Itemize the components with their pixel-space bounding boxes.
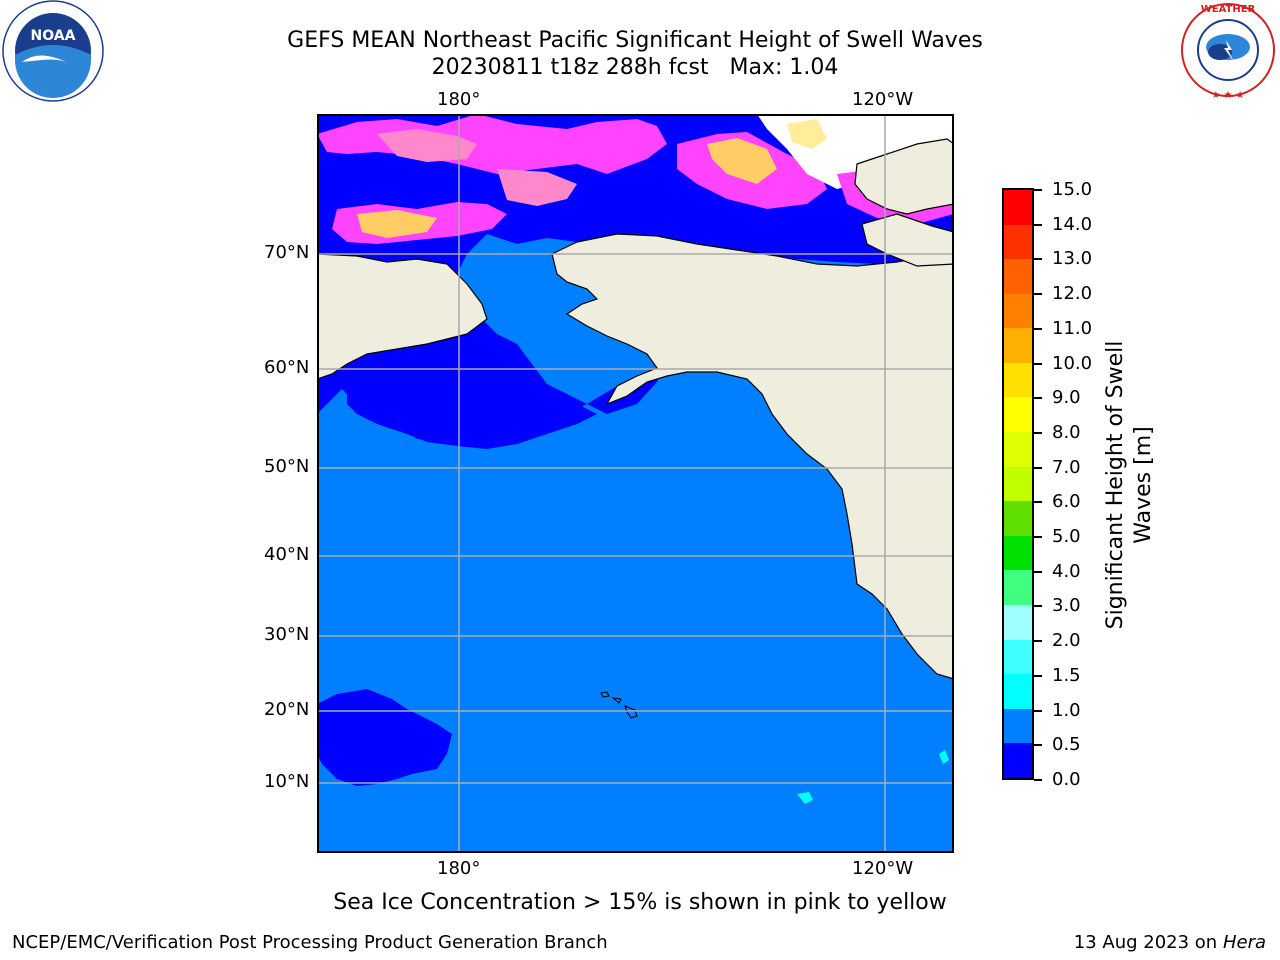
colorbar-tick-label: 13.0 xyxy=(1052,248,1093,270)
top-lon-label-180: 180° xyxy=(437,89,481,110)
bottom-lon-label-120w: 120°W xyxy=(852,858,914,879)
colorbar-segment xyxy=(1004,535,1032,571)
colorbar-segment xyxy=(1004,328,1032,363)
sea-ice-yellow xyxy=(787,119,827,149)
colorbar-segment xyxy=(1004,674,1032,709)
svg-text:★ ★ ★: ★ ★ ★ xyxy=(1211,90,1244,101)
bottom-lon-label-180: 180° xyxy=(437,858,481,879)
footer-host: Hera xyxy=(1222,932,1266,953)
colorbar-tick-mark xyxy=(1034,536,1042,539)
colorbar-tick-mark xyxy=(1034,397,1042,400)
colorbar-tick-label: 4.0 xyxy=(1052,560,1081,582)
map-subtitle: 20230811 t18z 288h fcst Max: 1.04 xyxy=(431,55,839,80)
colorbar-tick-mark xyxy=(1034,293,1042,296)
lat-label-70n: 70°N xyxy=(264,242,310,263)
colorbar-tick-mark xyxy=(1034,223,1042,226)
colorbar-tick-mark xyxy=(1034,570,1042,573)
colorbar-tick-mark xyxy=(1034,709,1042,712)
colorbar-tick-label: 5.0 xyxy=(1052,526,1081,548)
bering-sea-swell xyxy=(347,324,597,449)
colorbar-tick-label: 7.0 xyxy=(1052,456,1081,478)
colorbar-tick-mark xyxy=(1034,258,1042,261)
colorbar-tick-label: 1.5 xyxy=(1052,664,1081,686)
map-svg xyxy=(319,116,952,851)
colorbar-tick-mark xyxy=(1034,674,1042,677)
noaa-logo-text: NOAA xyxy=(31,28,76,44)
colorbar-segment xyxy=(1004,570,1032,606)
colorbar-tick-label: 1.0 xyxy=(1052,699,1081,721)
colorbar-tick-mark xyxy=(1034,640,1042,643)
lat-label-40n: 40°N xyxy=(264,544,310,565)
colorbar-tick-label: 15.0 xyxy=(1052,179,1093,200)
colorbar-tick-label: 3.0 xyxy=(1052,595,1081,617)
colorbar-tick-mark xyxy=(1034,362,1042,365)
footer-credit: NCEP/EMC/Verification Post Processing Pr… xyxy=(12,932,608,953)
footer-date-text: 13 Aug 2023 on xyxy=(1073,932,1218,953)
arctic-islands-land xyxy=(854,138,952,215)
colorbar-segment xyxy=(1004,190,1032,225)
colorbar-segment xyxy=(1004,639,1032,675)
colorbar-segment xyxy=(1004,432,1032,467)
cyan-patch-2 xyxy=(939,750,949,764)
colorbar-tick-mark xyxy=(1034,744,1042,747)
colorbar-title-line2: Waves [m] xyxy=(1131,426,1156,544)
colorbar-tick-label: 6.0 xyxy=(1052,491,1081,513)
lat-label-60n: 60°N xyxy=(264,357,310,378)
lat-label-30n: 30°N xyxy=(264,624,310,645)
colorbar-strips xyxy=(1004,190,1032,778)
colorbar-segment xyxy=(1004,397,1032,433)
colorbar xyxy=(1002,188,1034,780)
top-lon-label-120w: 120°W xyxy=(852,89,914,110)
colorbar-segment xyxy=(1004,293,1032,329)
colorbar-tick-mark xyxy=(1034,501,1042,504)
colorbar-tick-label: 0.5 xyxy=(1052,734,1081,756)
colorbar-tick-mark xyxy=(1034,189,1042,191)
west-pacific-swell-patch xyxy=(319,689,452,786)
colorbar-tick-label: 0.0 xyxy=(1052,769,1081,790)
colorbar-title: Significant Height of Swell Waves [m] xyxy=(1102,341,1158,630)
graticule xyxy=(319,116,952,851)
lat-label-50n: 50°N xyxy=(264,456,310,477)
colorbar-segment xyxy=(1004,466,1032,502)
colorbar-segment xyxy=(1004,501,1032,536)
colorbar-tick-label: 12.0 xyxy=(1052,283,1093,305)
colorbar-tick-mark xyxy=(1034,605,1042,608)
colorbar-tick-mark xyxy=(1034,466,1042,469)
colorbar-segment xyxy=(1004,743,1032,778)
sea-ice-note: Sea Ice Concentration > 15% is shown in … xyxy=(333,890,947,915)
cyan-patch-1 xyxy=(797,792,813,804)
map-title: GEFS MEAN Northeast Pacific Significant … xyxy=(287,28,983,53)
colorbar-segment xyxy=(1004,605,1032,640)
sea-ice-pink-3 xyxy=(497,169,577,206)
colorbar-tick-mark xyxy=(1034,431,1042,434)
sea-ice-light-pink xyxy=(377,129,477,162)
colorbar-tick-mark xyxy=(1034,327,1042,330)
svg-text:WEATHER: WEATHER xyxy=(1201,4,1256,15)
colorbar-tick-label: 8.0 xyxy=(1052,421,1081,443)
colorbar-tick-label: 10.0 xyxy=(1052,352,1093,374)
siberia-land xyxy=(319,253,488,379)
colorbar-segment xyxy=(1004,224,1032,260)
colorbar-tick-mark xyxy=(1034,779,1042,781)
colorbar-segment xyxy=(1004,708,1032,744)
sea-ice-orange xyxy=(357,210,437,238)
colorbar-tick-label: 11.0 xyxy=(1052,317,1093,339)
sea-ice-orange-2 xyxy=(707,138,777,184)
colorbar-title-line1: Significant Height of Swell xyxy=(1103,340,1128,630)
colorbar-tick-label: 14.0 xyxy=(1052,213,1093,235)
noaa-logo: NOAA xyxy=(0,0,106,106)
colorbar-segment xyxy=(1004,362,1032,398)
lat-label-20n: 20°N xyxy=(264,699,310,720)
colorbar-segment xyxy=(1004,259,1032,294)
lat-label-10n: 10°N xyxy=(264,771,310,792)
nws-logo: WEATHER ★ ★ ★ xyxy=(1176,0,1280,104)
north-america-land xyxy=(551,233,952,680)
colorbar-tick-label: 2.0 xyxy=(1052,630,1081,652)
footer-date: 13 Aug 2023 on Hera xyxy=(1074,932,1266,953)
colorbar-tick-label: 9.0 xyxy=(1052,387,1081,409)
map-panel xyxy=(317,114,954,853)
